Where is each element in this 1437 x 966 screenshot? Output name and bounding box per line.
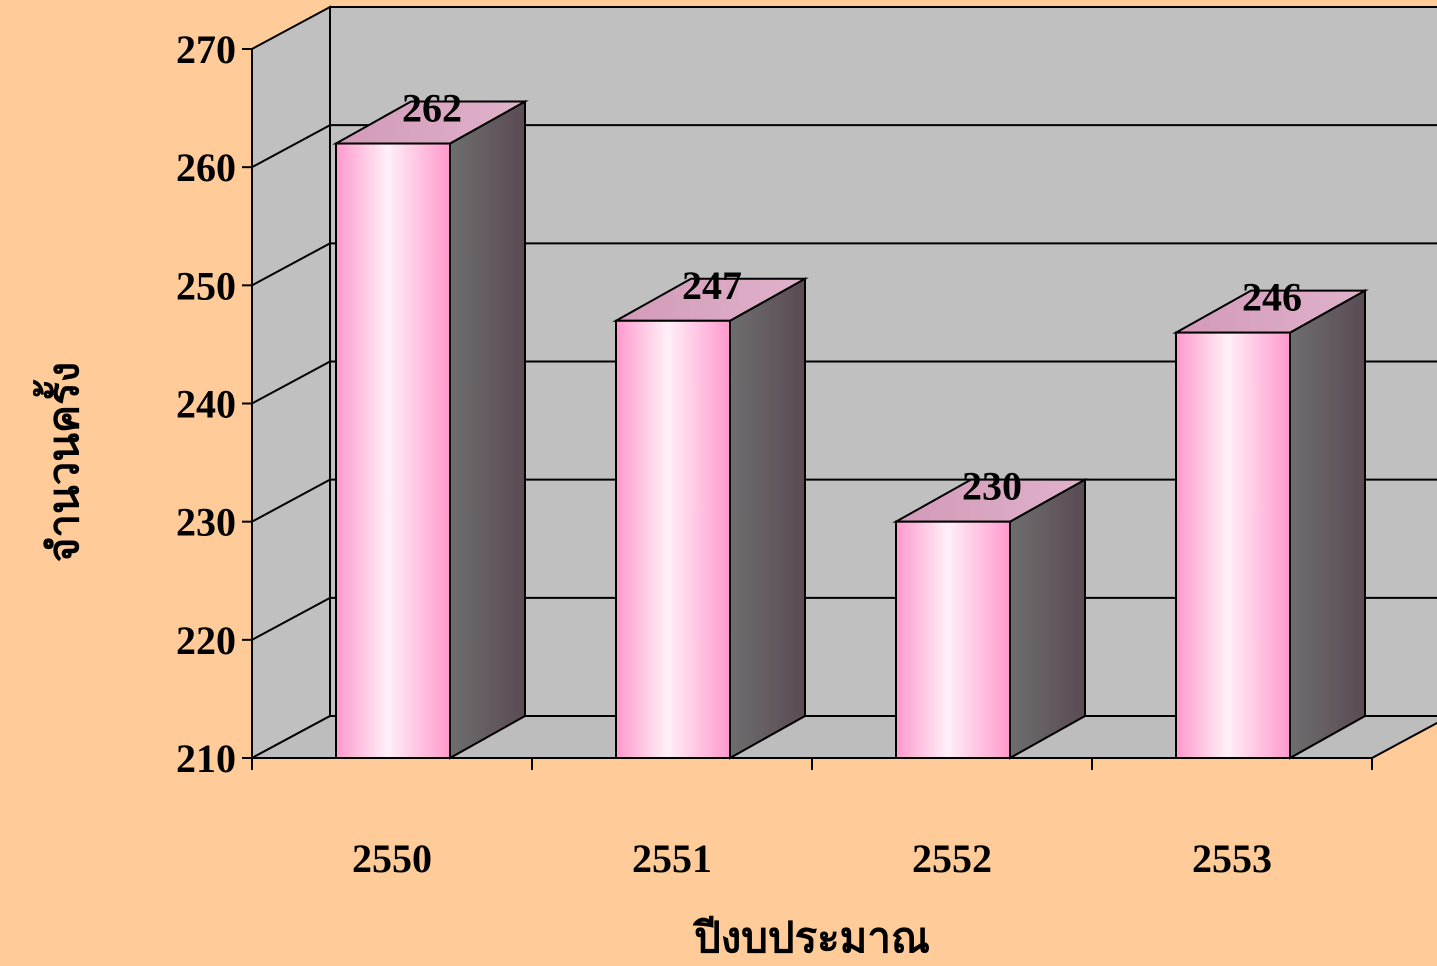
gridline-side <box>251 478 331 523</box>
bar-side <box>449 99 526 760</box>
data-label: 230 <box>962 464 1022 509</box>
bar-side <box>1009 477 1086 760</box>
y-tick-label: 210 <box>176 736 236 781</box>
y-axis-title: จำนวนครั้ง <box>32 362 88 562</box>
labels: 210 220 230 240 250 260 270 262 2550 247 2551 230 25… <box>32 27 1302 962</box>
bar-2551 <box>612 277 809 760</box>
bar-front <box>335 142 451 760</box>
y-tick-label: 250 <box>176 263 236 308</box>
y-tick-label: 270 <box>176 27 236 72</box>
gridline-side <box>251 124 331 169</box>
y-tick-label: 240 <box>176 382 236 427</box>
x-axis-title: ปีงบประมาณ <box>693 915 930 962</box>
x-category-label: 2550 <box>352 836 432 881</box>
y-tick-label: 260 <box>176 145 236 190</box>
bars <box>332 99 1369 760</box>
bar-front <box>1175 331 1291 759</box>
x-category-label: 2551 <box>632 836 712 881</box>
data-label: 262 <box>402 86 462 131</box>
y-tick-label: 220 <box>176 618 236 663</box>
gridline-side <box>251 596 331 641</box>
y-tick-label: 230 <box>176 500 236 545</box>
bar-2550 <box>332 99 529 760</box>
bar-front <box>895 520 1011 760</box>
data-label: 247 <box>682 263 742 308</box>
bar-side <box>729 277 806 760</box>
gridline-side <box>251 242 331 287</box>
data-label: 246 <box>1242 275 1302 320</box>
bar-front <box>615 319 731 759</box>
bar-2552 <box>892 477 1089 760</box>
x-category-label: 2553 <box>1192 836 1272 881</box>
x-category-label: 2552 <box>912 836 992 881</box>
bar-2553 <box>1172 288 1369 760</box>
gridline-side <box>251 360 331 405</box>
bar-side <box>1289 288 1366 760</box>
